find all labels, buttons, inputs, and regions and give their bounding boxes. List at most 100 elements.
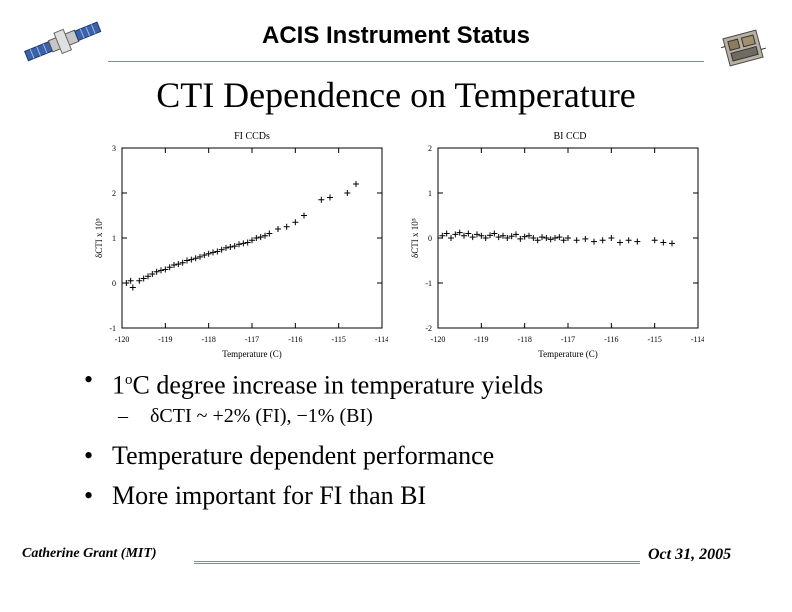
bi-data-point — [660, 239, 667, 246]
fi-xtick-label: -114 — [375, 335, 388, 344]
bi-data-point — [617, 239, 623, 246]
instrument-logo-icon — [721, 29, 766, 67]
bi-data-point — [530, 235, 537, 241]
fi-data-point — [140, 275, 147, 282]
fi-ccd-scatter-plot: -120 -119 -118 -117 -116 -115 -114 -1 0 1 2 3 Tempe… — [94, 144, 388, 359]
bi-data-point — [443, 230, 450, 237]
fi-data-point — [129, 284, 136, 291]
fi-data-point — [205, 250, 212, 257]
satellite-logo-icon — [24, 21, 102, 62]
fi-data-point — [192, 255, 199, 262]
bi-data-point — [508, 233, 515, 240]
bi-xtick-label: -119 — [474, 335, 488, 344]
bi-data-point — [517, 235, 524, 242]
bi-data-point — [547, 236, 554, 243]
bi-data-point — [474, 231, 480, 238]
bi-data-point — [521, 233, 528, 240]
fi-data-point — [197, 253, 203, 260]
bullet-dot: • — [84, 441, 94, 470]
bi-data-point — [599, 237, 606, 244]
bi-xtick-label: -115 — [647, 335, 661, 344]
bi-xtick-label: -120 — [431, 335, 446, 344]
fi-data-point — [188, 256, 195, 263]
bi-xtick-label: -116 — [604, 335, 618, 344]
fi-data-point — [123, 280, 130, 286]
fi-data-point — [175, 261, 182, 268]
bi-ylabel: δCTI x 10⁵ — [410, 218, 420, 258]
fi-data-point — [162, 266, 169, 273]
bi-data-point — [526, 232, 532, 239]
bi-data-point — [482, 235, 489, 241]
fi-data-point — [353, 181, 359, 187]
fi-data-point — [318, 196, 325, 203]
fi-data-point — [231, 243, 238, 250]
fi-xlabel: Temperature (C) — [222, 349, 282, 359]
fi-data-point — [266, 230, 273, 237]
fi-plot-title: FI CCDs — [234, 131, 270, 142]
bi-data-point — [465, 230, 472, 237]
bullet-dot: • — [84, 365, 94, 394]
sub-bullet-1: – δCTI ~ +2% (FI), −1% (BI) — [118, 405, 678, 431]
bi-ytick-label: 1 — [428, 189, 432, 198]
fi-xtick-label: -118 — [201, 335, 215, 344]
bullet-1: • 1oC degree increase in temperature yie… — [84, 365, 724, 400]
header-divider — [108, 61, 704, 62]
bi-xtick-label: -117 — [561, 335, 575, 344]
fi-data-point — [283, 223, 290, 230]
fi-data-point — [327, 194, 333, 201]
fi-data-point — [236, 241, 242, 248]
fi-data-point — [240, 240, 247, 247]
fi-data-point — [249, 237, 255, 244]
bullet-2-text: Temperature dependent performance — [112, 441, 495, 470]
bullet-1-number: 1 — [112, 370, 125, 400]
fi-ylabel: δCTI x 10⁵ — [94, 218, 104, 258]
fi-data-point — [166, 264, 173, 271]
bi-data-point — [591, 238, 597, 245]
fi-data-point — [253, 235, 260, 241]
fi-data-point — [275, 226, 281, 232]
bi-data-point — [556, 234, 563, 241]
fi-xtick-label: -116 — [288, 335, 302, 344]
fi-data-point — [214, 248, 221, 255]
bi-data-point — [491, 230, 498, 237]
bi-xtick-label: -114 — [691, 335, 704, 344]
bullet-2: • Temperature dependent performance — [84, 441, 724, 471]
bi-data-point — [448, 235, 454, 241]
bi-ccd-scatter-plot: -120 -119 -118 -117 -116 -115 -114 -2 -1 0 1 2 Temp… — [410, 144, 704, 359]
bullet-dot: • — [84, 481, 94, 510]
bi-data-point — [504, 235, 511, 241]
bi-ytick-label: -2 — [425, 324, 432, 333]
bi-data-point — [560, 237, 567, 244]
sub-bullet-1-text: δCTI ~ +2% (FI), −1% (BI) — [150, 405, 373, 427]
bi-xtick-label: -118 — [517, 335, 531, 344]
fi-data-point — [171, 262, 177, 268]
fi-ytick-label: 0 — [112, 279, 116, 288]
bullet-3: • More important for FI than BI — [84, 481, 724, 511]
bi-ytick-label: -1 — [425, 279, 432, 288]
bi-data-point — [452, 231, 459, 238]
fi-data-point — [223, 244, 229, 251]
footer-divider — [194, 561, 640, 564]
fi-ytick-label: 2 — [112, 189, 116, 198]
fi-xtick-label: -115 — [331, 335, 345, 344]
bi-data-point — [469, 234, 476, 241]
bi-data-point — [500, 232, 506, 239]
fi-ytick-label: 3 — [112, 144, 116, 153]
bi-data-point — [634, 238, 641, 245]
fi-ytick-label: -1 — [109, 324, 116, 333]
fi-data-point — [292, 219, 299, 226]
fi-data-point — [227, 244, 234, 250]
footer-author: Catherine Grant (MIT) — [22, 546, 157, 561]
fi-data-point — [257, 234, 264, 241]
bi-data-point — [625, 237, 632, 244]
bi-data-point — [534, 237, 541, 244]
bi-data-point — [513, 231, 519, 238]
bi-ytick-label: 2 — [428, 144, 432, 153]
footer-date: Oct 31, 2005 — [648, 546, 732, 563]
bullet-1-text: C degree increase in temperature yields — [132, 370, 544, 400]
fi-data-point — [244, 239, 251, 246]
bi-data-point — [487, 232, 493, 239]
bi-data-point — [478, 232, 485, 239]
bi-plot-title: BI CCD — [553, 131, 587, 142]
bi-data-point — [461, 232, 467, 239]
